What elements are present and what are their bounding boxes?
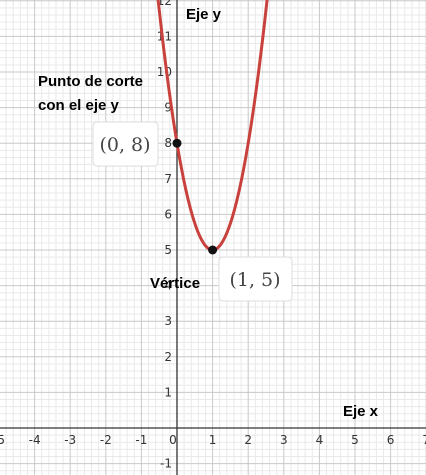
x-tick-label: 0 [169,433,177,447]
x-tick-label: 6 [387,433,395,447]
point-markers [172,138,218,255]
x-tick-label: 3 [280,433,288,447]
intercept-coord-label: (0, 8) [99,134,150,156]
x-tick-label: -2 [100,433,112,447]
y-tick-label: 12 [157,0,172,8]
x-tick-label: 5 [351,433,359,447]
y-tick-label: 8 [164,136,172,150]
y-intercept-point [172,138,182,148]
y-tick-label: 3 [164,314,172,328]
y-tick-label: -1 [160,457,172,471]
x-tick-label: -1 [135,433,147,447]
y-tick-label: 1 [164,385,172,399]
intercept-annotation-line1: Punto de corte [38,73,143,90]
y-tick-label: 10 [157,65,172,79]
vertex-coord-box [218,256,293,302]
x-tick-label: 2 [244,433,252,447]
y-tick-label: 11 [157,29,172,43]
x-tick-label: 1 [209,433,217,447]
intercept-coord-box [92,121,159,167]
vertex-coord-label: (1, 5) [229,269,280,291]
y-tick-label: 6 [164,207,172,221]
x-tick-label: 4 [316,433,324,447]
y-tick-label: 4 [164,279,172,293]
annotations: Eje y Eje x Punto de corte con el eje y … [38,6,379,420]
y-axis-label: Eje y [186,6,222,23]
x-tick-label: 7 [422,433,426,447]
x-tick-label: -4 [29,433,41,447]
y-tick-label: 7 [164,172,172,186]
y-tick-label: 9 [164,101,172,115]
x-tick-label: -3 [64,433,76,447]
intercept-annotation-line2: con el eje y [38,97,120,114]
vertex-point [208,245,218,255]
x-tick-label: -5 [0,433,5,447]
y-tick-label: 5 [164,243,172,257]
vertex-annotation: Vértice [150,275,200,292]
x-axis-label: Eje x [343,403,379,420]
y-tick-label: 2 [164,350,172,364]
